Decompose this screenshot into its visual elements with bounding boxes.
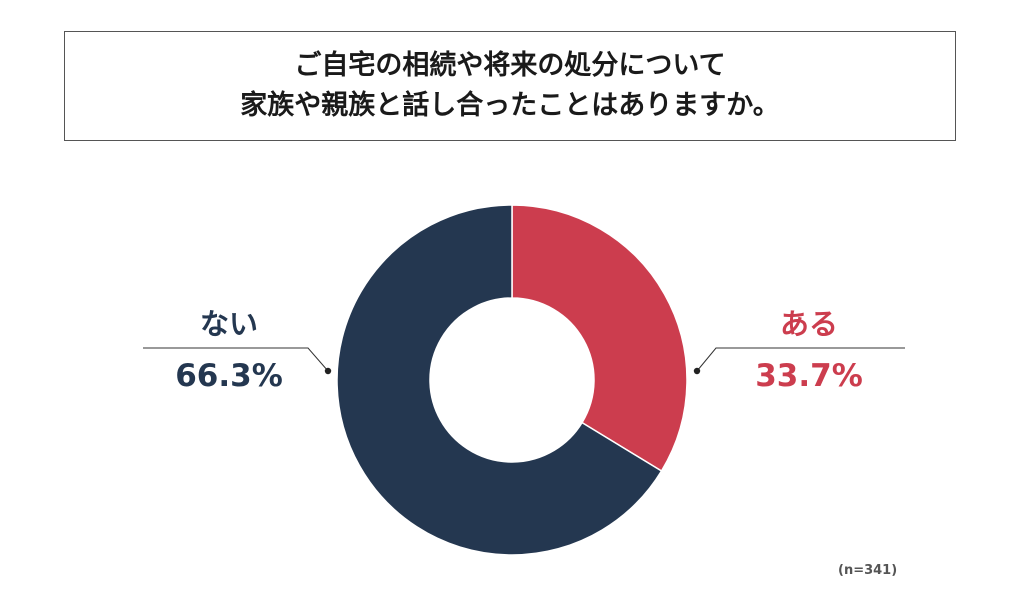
slice-value-nai: 66.3% (175, 358, 283, 394)
slice-value-aru: 33.7% (755, 358, 863, 394)
chart-title-line1: ご自宅の相続や将来の処分について (294, 50, 726, 81)
leader-line-aru (696, 347, 905, 372)
donut-slice-aru (511, 204, 688, 472)
leader-line-nai (143, 347, 329, 372)
donut-slice-nai (336, 204, 663, 556)
chart-title-box: ご自宅の相続や将来の処分について 家族や親族と話し合ったことはありますか。 (64, 31, 956, 141)
slice-label-aru: ある (780, 307, 838, 341)
leader-dot-aru (693, 367, 701, 375)
leader-dot-nai (324, 367, 332, 375)
chart-title-line2: 家族や親族と話し合ったことはありますか。 (240, 90, 780, 121)
sample-size-note: (n=341) (838, 563, 898, 578)
slice-label-nai: ない (200, 307, 258, 341)
